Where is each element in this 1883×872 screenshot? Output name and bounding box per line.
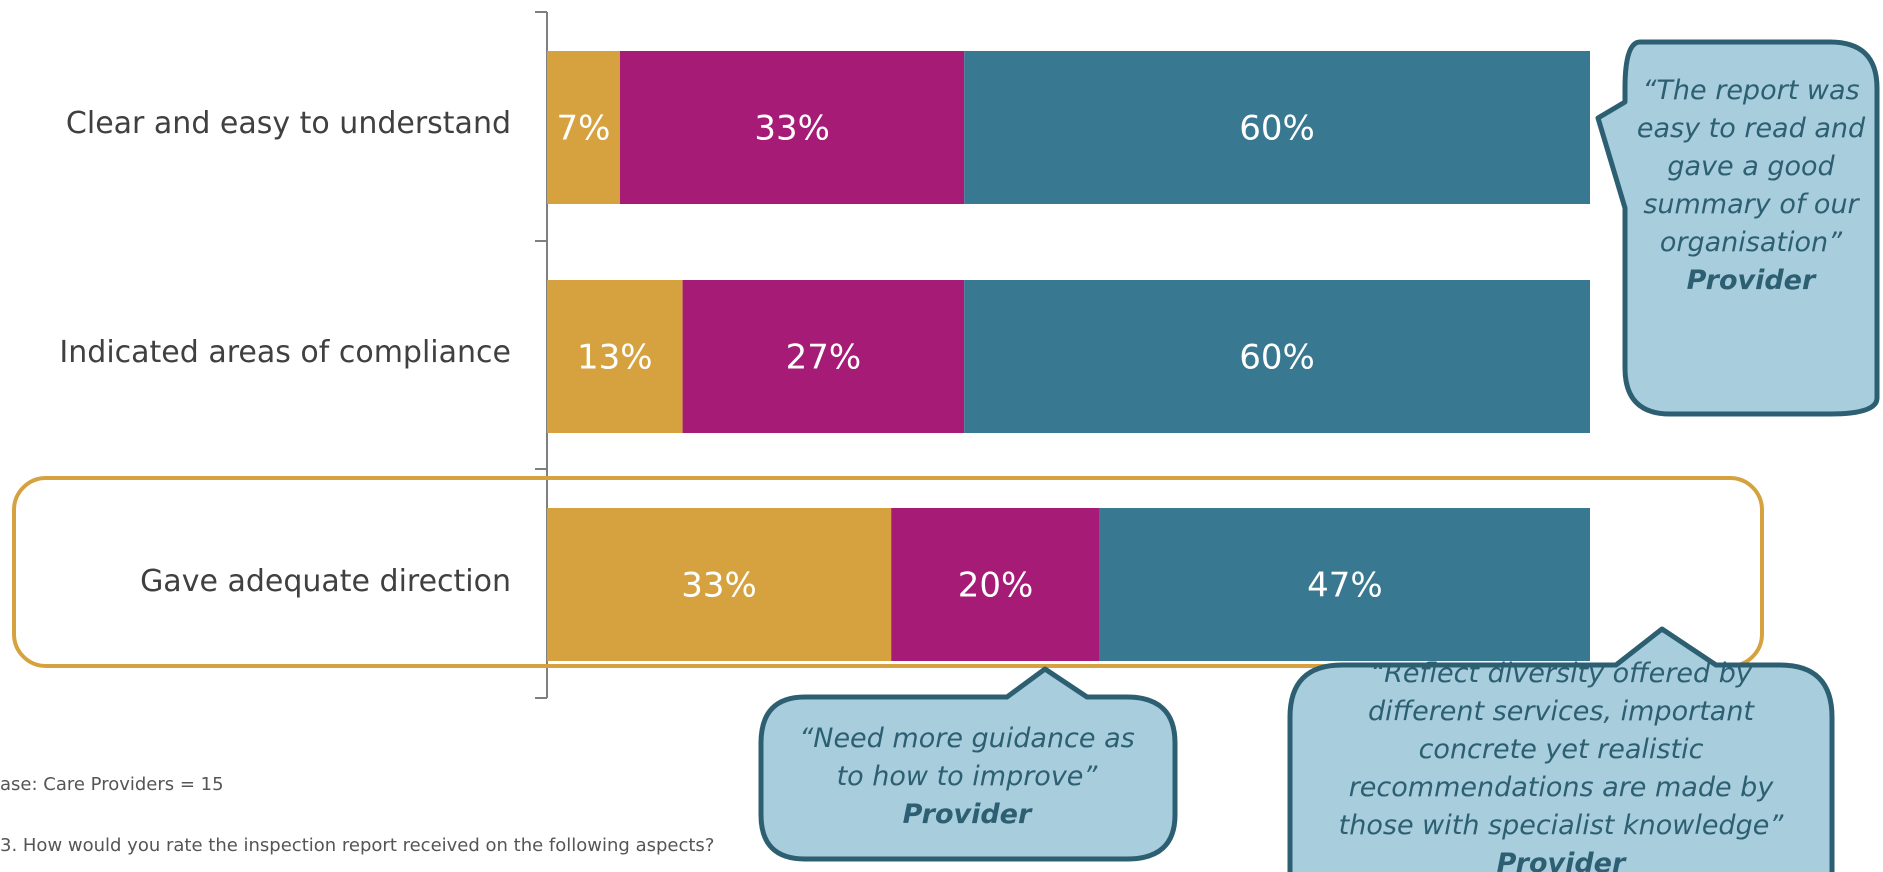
data-label: 20%: [958, 566, 1034, 606]
data-label: 60%: [1239, 109, 1315, 149]
bar-segment: [1099, 508, 1590, 661]
speech-bubble-shape: [758, 666, 1178, 862]
bar-segment: [547, 508, 892, 661]
category-label: Clear and easy to understand: [65, 106, 511, 141]
quote: “Reflect diversity offered by different …: [1338, 658, 1784, 841]
quote: “Need more guidance as to how to improve…: [799, 723, 1135, 792]
data-label: 60%: [1239, 338, 1315, 378]
data-label: 27%: [786, 338, 862, 378]
question-text: 3. How would you rate the inspection rep…: [0, 835, 715, 856]
speech-bubble-shape: [1595, 39, 1880, 417]
data-label: 33%: [754, 109, 830, 149]
quote-text: “Reflect diversity offered by different …: [1326, 655, 1796, 872]
bar-segment: [891, 508, 1100, 661]
data-label: 33%: [681, 566, 757, 606]
category-label: Indicated areas of compliance: [59, 335, 511, 370]
quote-text: “Need more guidance as to how to improve…: [797, 720, 1137, 834]
bar-segment: [682, 280, 965, 433]
bar-segment: [547, 280, 683, 433]
data-label: 47%: [1307, 566, 1383, 606]
base-note: ase: Care Providers = 15: [0, 774, 224, 795]
bar-segment: [547, 51, 621, 204]
quote-author: Provider: [902, 799, 1032, 830]
quote-text: “The report was easy to read and gave a …: [1635, 72, 1867, 300]
category-label: Gave adequate direction: [140, 564, 511, 599]
quote: “The report was easy to read and gave a …: [1636, 75, 1866, 258]
data-label: 13%: [577, 338, 653, 378]
quote-callout: “Need more guidance as to how to improve…: [757, 665, 1179, 865]
quote-author: Provider: [1496, 848, 1626, 872]
speech-bubble-shape: [1287, 626, 1835, 872]
highlight-box: [12, 476, 1764, 668]
quote-callout: “The report was easy to read and gave a …: [1590, 38, 1883, 418]
bar-segment: [964, 51, 1590, 204]
bar-segment: [620, 51, 965, 204]
bar-segment: [964, 280, 1590, 433]
quote-callout: “Reflect diversity offered by different …: [1286, 625, 1836, 872]
quote-author: Provider: [1686, 265, 1816, 296]
data-label: 7%: [557, 109, 611, 149]
